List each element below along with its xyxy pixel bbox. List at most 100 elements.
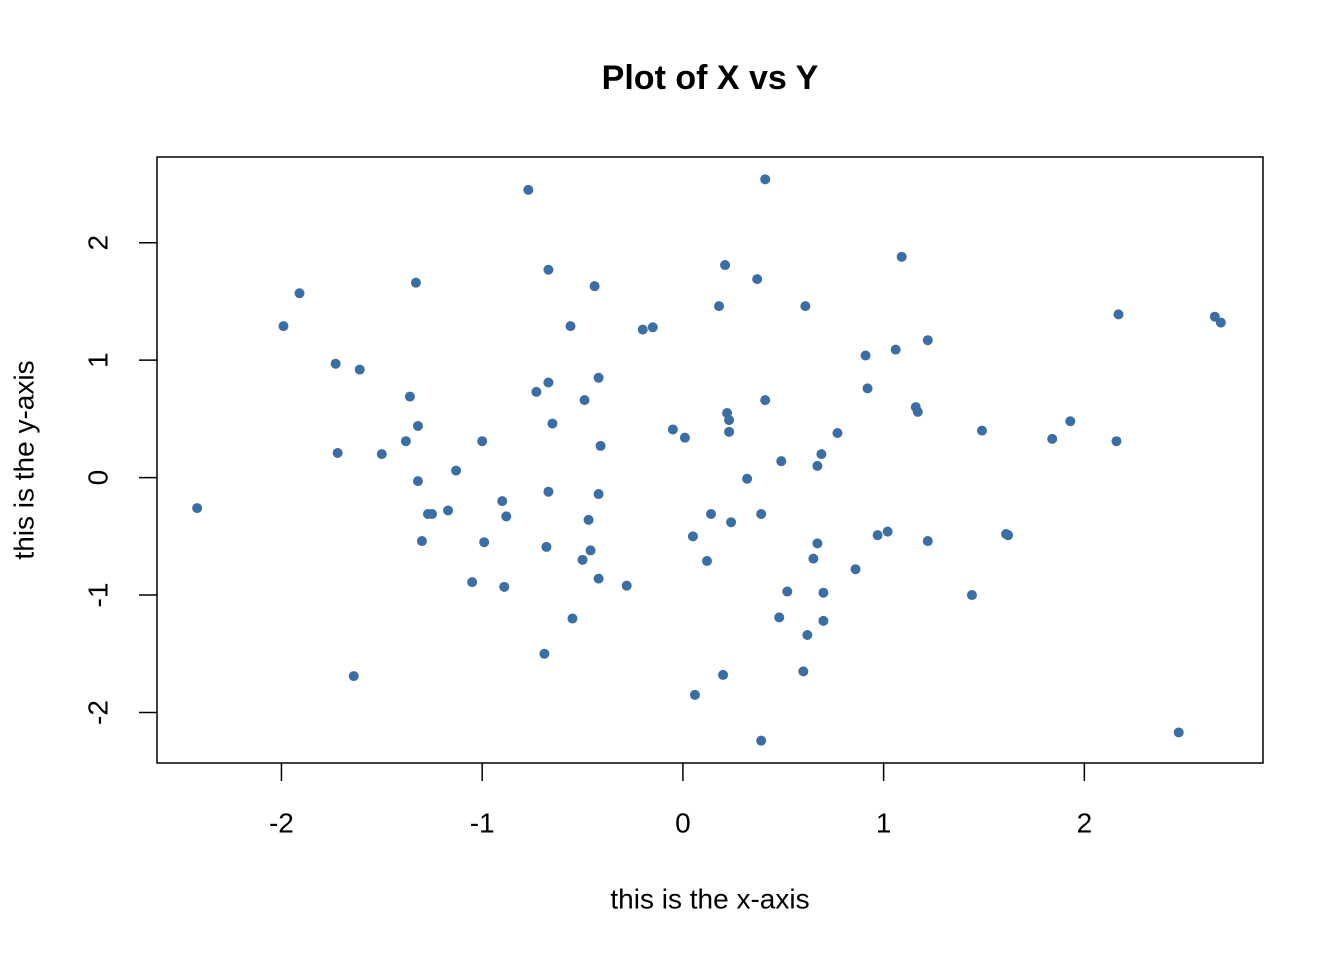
point xyxy=(400,436,411,447)
point xyxy=(832,427,843,438)
point xyxy=(541,541,552,552)
point xyxy=(976,425,987,436)
point xyxy=(912,406,923,417)
point xyxy=(850,564,861,575)
point xyxy=(922,335,933,346)
x-tick-label: 0 xyxy=(675,807,691,838)
point xyxy=(412,420,423,431)
point xyxy=(720,260,731,271)
point xyxy=(1113,309,1124,320)
point xyxy=(348,671,359,682)
point xyxy=(499,581,510,592)
y-axis-label: this is the y-axis xyxy=(8,360,39,559)
point xyxy=(332,447,343,458)
point xyxy=(416,536,427,547)
point xyxy=(812,460,823,471)
y-tick-label: 2 xyxy=(82,235,113,251)
point xyxy=(404,391,415,402)
point xyxy=(539,648,550,659)
point xyxy=(922,536,933,547)
point xyxy=(579,395,590,406)
point xyxy=(756,735,767,746)
point xyxy=(667,424,678,435)
point xyxy=(890,344,901,355)
point xyxy=(742,473,753,484)
point xyxy=(477,436,488,447)
point xyxy=(589,281,600,292)
point xyxy=(567,613,578,624)
point xyxy=(802,629,813,640)
point xyxy=(426,509,437,520)
point xyxy=(752,274,763,285)
point xyxy=(330,358,341,369)
point xyxy=(808,553,819,564)
x-tick-label: -2 xyxy=(269,807,294,838)
point xyxy=(872,530,883,541)
point xyxy=(595,440,606,451)
point xyxy=(782,586,793,597)
point xyxy=(565,321,576,332)
point xyxy=(294,288,305,299)
point xyxy=(818,587,829,598)
point xyxy=(497,496,508,507)
point xyxy=(687,531,698,542)
point xyxy=(1047,433,1058,444)
point xyxy=(816,449,827,460)
point xyxy=(776,456,787,467)
plot-frame xyxy=(156,156,1264,764)
point xyxy=(467,577,478,588)
point xyxy=(689,689,700,700)
point xyxy=(800,301,811,312)
point xyxy=(621,580,632,591)
point xyxy=(818,615,829,626)
point xyxy=(1215,317,1226,328)
point xyxy=(862,383,873,394)
point xyxy=(860,350,871,361)
point xyxy=(412,476,423,487)
point xyxy=(1065,416,1076,427)
point xyxy=(637,324,648,335)
point xyxy=(706,509,717,520)
point xyxy=(443,505,454,516)
point xyxy=(679,432,690,443)
point xyxy=(760,395,771,406)
point xyxy=(593,573,604,584)
point xyxy=(278,321,289,332)
point xyxy=(523,184,534,195)
point xyxy=(547,418,558,429)
point xyxy=(726,517,737,528)
point xyxy=(577,554,588,565)
point xyxy=(593,489,604,500)
point xyxy=(583,514,594,525)
point xyxy=(774,612,785,623)
y-tick-label: -1 xyxy=(82,583,113,608)
point xyxy=(451,465,462,476)
point xyxy=(701,556,712,566)
y-tick-label: -2 xyxy=(82,700,113,725)
point xyxy=(1173,727,1184,738)
point xyxy=(756,509,767,520)
point xyxy=(1111,436,1122,447)
point xyxy=(531,386,542,397)
point xyxy=(760,174,771,185)
y-tick-label: 1 xyxy=(82,352,113,368)
point xyxy=(543,377,554,388)
chart-title: Plot of X vs Y xyxy=(602,59,819,97)
x-tick-label: -1 xyxy=(470,807,495,838)
point xyxy=(354,364,365,375)
x-tick-label: 2 xyxy=(1077,807,1093,838)
point xyxy=(192,503,203,514)
point xyxy=(543,486,554,497)
point xyxy=(1003,530,1014,541)
point xyxy=(798,666,809,677)
point xyxy=(585,545,596,556)
point xyxy=(543,264,554,275)
point xyxy=(376,449,387,460)
point xyxy=(647,322,658,333)
point xyxy=(966,590,977,601)
point xyxy=(714,301,725,312)
x-axis-label: this is the x-axis xyxy=(610,883,809,914)
point xyxy=(501,511,512,522)
x-tick-label: 1 xyxy=(876,807,892,838)
